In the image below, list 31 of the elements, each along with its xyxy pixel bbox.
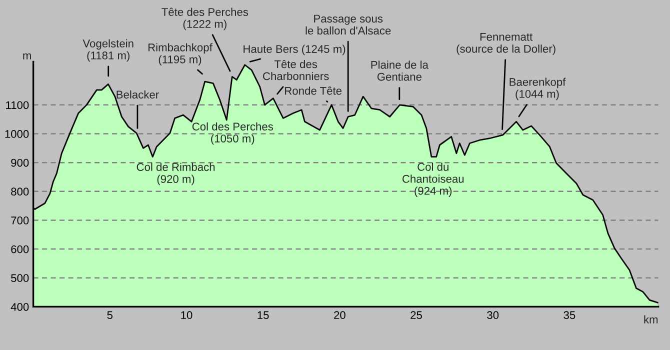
annotation: Col de Rimbach (920 m): [136, 162, 215, 186]
annotation: Tête des Charbonniers: [263, 60, 329, 80]
annotation: Belacker: [116, 90, 159, 99]
y-tick-label: 600: [11, 245, 29, 254]
x-tick-label: 35: [564, 311, 576, 320]
annotation: Haute Bers (1245 m): [244, 44, 346, 56]
annotation: Ronde Tête: [285, 86, 342, 95]
x-tick-label: 30: [487, 311, 499, 320]
annotation: Col des Perches (1050 m): [192, 122, 273, 145]
y-tick-label: 1000: [5, 130, 29, 138]
y-tick-label: 400: [10, 302, 29, 311]
annotation: Vogelstein (1181 m): [82, 39, 134, 62]
y-tick-label: 700: [11, 216, 29, 224]
annotation: Fennematt (source de la Doller): [456, 32, 556, 55]
annotation: Passage sous le ballon d'Alsace: [306, 14, 391, 35]
y-tick-label: 1100: [6, 101, 29, 110]
x-tick-label: 25: [410, 311, 422, 320]
y-tick-label: 500: [11, 274, 29, 282]
x-tick-label: 5: [107, 311, 113, 320]
annotation: Col du Chantoiseau (924 m): [402, 162, 464, 197]
x-tick-label: 20: [334, 311, 346, 320]
y-tick-label: 800: [11, 188, 29, 196]
x-tick-label: 15: [258, 311, 269, 320]
annotation: Plaine de la Gentiane: [371, 60, 428, 81]
y-tick-label: 900: [11, 158, 29, 167]
annotation: Baerenkopf (1044 m): [510, 78, 566, 100]
annotation: Rimbachkopf (1195 m): [148, 43, 212, 66]
x-tick-label: 10: [181, 311, 192, 320]
annotation: Tête des Perches (1222 m): [162, 8, 248, 30]
y-axis-title: m: [23, 53, 31, 60]
x-axis-title: km: [644, 315, 658, 324]
